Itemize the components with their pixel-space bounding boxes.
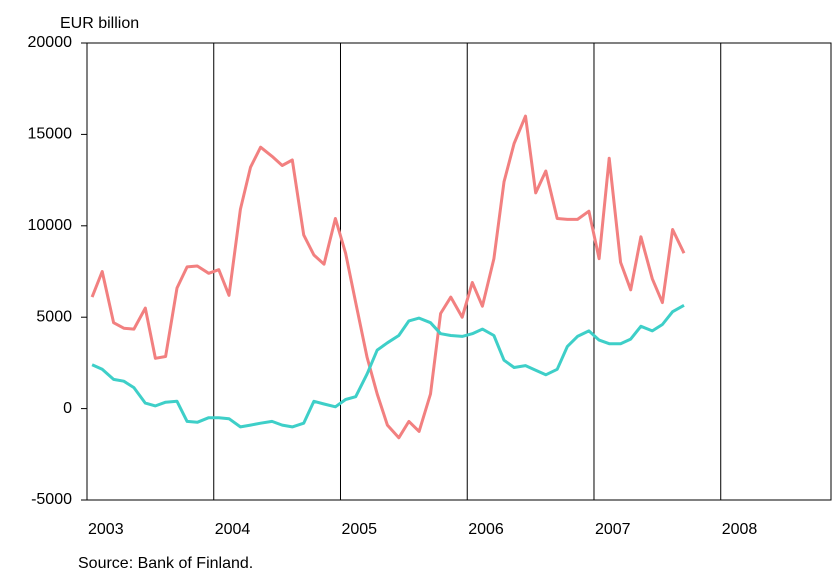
x-tick-label: 2005 [341,521,377,538]
y-tick-label: 5000 [36,308,72,325]
x-tick-label: 2003 [88,521,124,538]
source-note: Source: Bank of Finland. [78,555,253,572]
y-tick-label: 20000 [28,34,73,51]
x-tick-label: 2007 [595,521,631,538]
plot-frame [86,42,832,501]
x-tick-label: 2004 [215,521,251,538]
data-line [91,303,685,429]
y-axis-label: EUR billion [60,15,139,32]
data-line [90,114,686,440]
y-tick-label: 10000 [28,217,73,234]
x-tick-label: 2008 [722,521,758,538]
y-tick-label: 15000 [28,126,73,143]
y-tick-label: 0 [63,400,72,417]
x-tick-label: 2006 [468,521,504,538]
y-tick-label: -5000 [31,491,72,508]
